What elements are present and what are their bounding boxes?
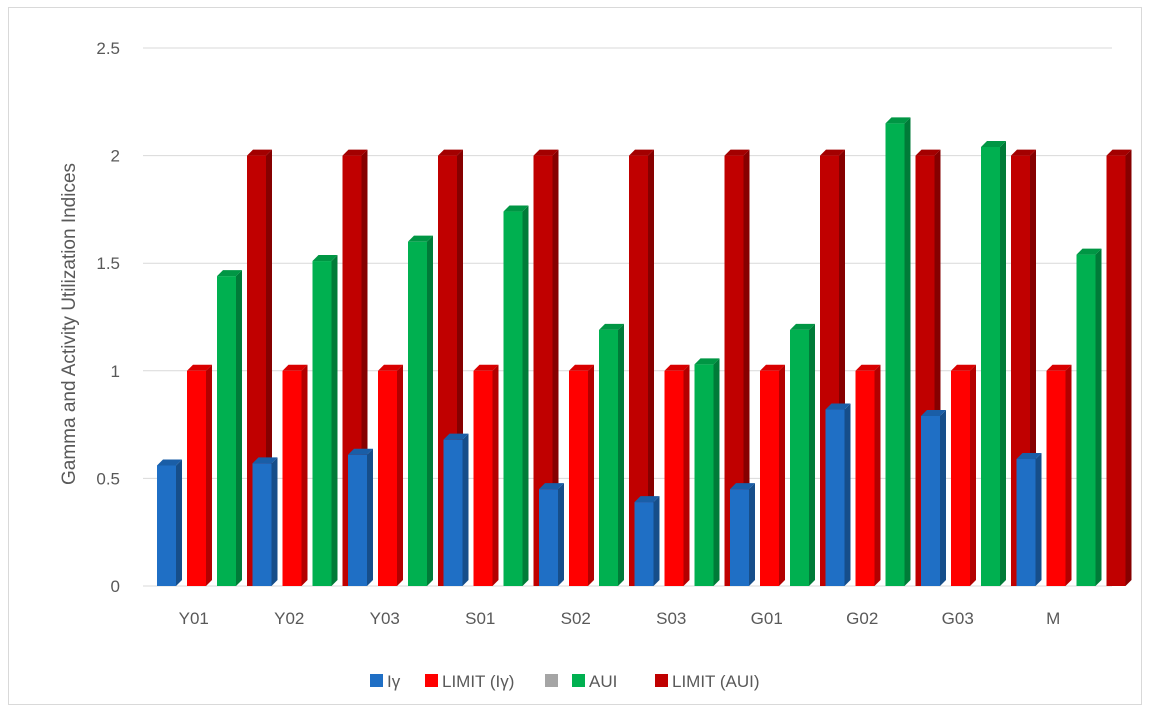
x-tick-label: Y03: [370, 609, 400, 628]
bar-s02-3: [599, 323, 624, 586]
bar-y01-3: [217, 270, 242, 586]
legend-item-0: Iγ: [370, 672, 401, 691]
bar-g01-0: [730, 483, 755, 586]
x-tick-label: Y01: [179, 609, 209, 628]
y-tick-label: 0.5: [96, 469, 120, 488]
bar-s01-3: [503, 205, 529, 586]
bar-s03-4: [724, 149, 750, 586]
bar-y02-1: [282, 364, 308, 586]
legend-item-3: AUI: [572, 672, 617, 691]
legend-swatch: [425, 674, 438, 687]
legend-swatch: [572, 674, 585, 687]
x-tick-label: M: [1046, 609, 1060, 628]
bar-s01-1: [473, 364, 499, 586]
bar-m-4: [1106, 149, 1132, 586]
bar-m-0: [1016, 453, 1042, 586]
legend-swatch: [545, 674, 558, 687]
bar-g02-1: [855, 364, 881, 586]
bar-y01-0: [157, 459, 182, 586]
y-tick-label: 2: [111, 147, 120, 166]
bar-s01-4: [533, 149, 559, 586]
y-axis-ticks: 0 0.5 1 1.5 2 2.5: [96, 39, 120, 596]
bar-g03-0: [921, 409, 946, 586]
bar-y02-0: [252, 457, 278, 586]
bar-s02-1: [569, 364, 594, 586]
legend-label: AUI: [589, 672, 617, 691]
bar-s01-0: [443, 433, 469, 586]
bar-g03-3: [981, 140, 1006, 586]
legend-label: LIMIT (AUI): [672, 672, 760, 691]
bar-m-3: [1076, 248, 1102, 587]
x-tick-label: S01: [465, 609, 495, 628]
y-tick-label: 1.5: [96, 254, 120, 273]
legend-label: LIMIT (Iγ): [442, 672, 514, 691]
bar-s02-0: [539, 483, 564, 586]
x-tick-label: S03: [656, 609, 686, 628]
legend-swatch: [655, 674, 668, 687]
y-tick-label: 0: [111, 577, 120, 596]
chart-frame: [8, 7, 1142, 705]
bar-g01-3: [790, 323, 815, 586]
y-tick-label: 1: [111, 362, 120, 381]
bar-g01-1: [760, 364, 785, 586]
x-tick-label: Y02: [274, 609, 304, 628]
x-tick-label: S02: [561, 609, 591, 628]
bar-y02-3: [312, 255, 338, 586]
y-axis-title: Gamma and Activity Utilization Indices: [59, 163, 80, 485]
bar-s03-3: [694, 358, 720, 586]
legend-item-1: LIMIT (Iγ): [425, 672, 514, 691]
legend-item-4: LIMIT (AUI): [655, 672, 760, 691]
x-axis-categories: Y01 Y02 Y03 S01 S02 S03 G01 G02 G03 M: [179, 609, 1061, 628]
bar-y03-1: [378, 364, 403, 586]
bar-y03-3: [408, 235, 433, 586]
bar-g02-3: [885, 117, 911, 586]
legend-label: Iγ: [387, 672, 401, 691]
bars: [157, 117, 1132, 587]
bar-y03-0: [348, 448, 373, 586]
bar-g02-0: [825, 403, 851, 586]
bar-s03-0: [634, 496, 660, 586]
bar-s02-4: [629, 149, 654, 586]
bar-m-1: [1046, 364, 1072, 586]
bar-g03-1: [951, 364, 976, 586]
x-tick-label: G03: [942, 609, 974, 628]
bar-s03-1: [664, 364, 690, 586]
legend: Iγ LIMIT (Iγ) AUI LIMIT (AUI): [370, 672, 760, 691]
legend-swatch: [370, 674, 383, 687]
x-tick-label: G02: [846, 609, 878, 628]
x-tick-label: G01: [751, 609, 783, 628]
y-tick-label: 2.5: [96, 39, 120, 58]
legend-item-2: [545, 674, 558, 687]
bar-y01-1: [187, 364, 212, 586]
